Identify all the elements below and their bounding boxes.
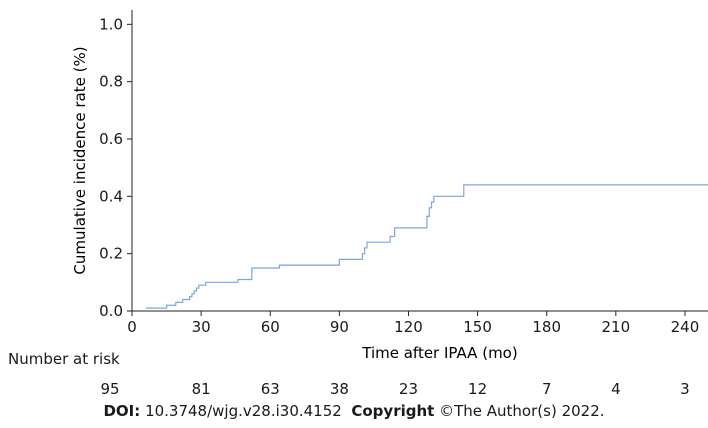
risk-table-counts: 95 81 63 38 23 12 7 4 3 [100,380,689,398]
y-tick-label: 0.2 [99,245,123,263]
x-tick-label: 90 [330,318,349,336]
risk-count: 81 [192,380,211,398]
y-tick-label: 0.4 [99,187,123,205]
x-axis-label: Time after IPAA (mo) [361,344,517,362]
copyright-value: ©The Author(s) 2022. [439,402,605,420]
risk-count: 63 [261,380,280,398]
x-tick-label: 150 [463,318,492,336]
x-tick-label: 60 [261,318,280,336]
x-tick-label: 210 [602,318,631,336]
y-tick-label: 1.0 [99,15,123,33]
y-tick-label: 0.8 [99,73,123,91]
cumulative-incidence-curve [145,184,708,309]
risk-count: 7 [542,380,552,398]
risk-count: 23 [399,380,418,398]
x-tick-label: 240 [671,318,700,336]
risk-table-label: Number at risk [8,350,120,368]
x-tick-label: 120 [394,318,423,336]
risk-count: 95 [100,380,119,398]
risk-count: 12 [468,380,487,398]
risk-count: 4 [611,380,621,398]
x-tick-label: 30 [192,318,211,336]
axes [127,10,708,316]
x-tick-label: 180 [532,318,561,336]
risk-count: 38 [330,380,349,398]
tick-labels: 0.0 0.2 0.4 0.6 0.8 1.0 0 30 60 90 120 150 180 210 240 [99,15,699,336]
y-tick-label: 0.0 [99,302,123,320]
copyright-label: Copyright [351,402,435,420]
x-tick-label: 0 [127,318,137,336]
y-axis-label: Cumulative incidence rate (%) [71,46,89,274]
doi-label: DOI: [103,402,141,420]
y-tick-label: 0.6 [99,130,123,148]
chart-canvas: 0.0 0.2 0.4 0.6 0.8 1.0 0 30 60 90 120 150 180 210 240… [71,10,708,398]
risk-count: 3 [680,380,690,398]
footer: DOI: 10.3748/wjg.v28.i30.4152 Copyright … [0,402,708,420]
doi-value: 10.3748/wjg.v28.i30.4152 [145,402,342,420]
